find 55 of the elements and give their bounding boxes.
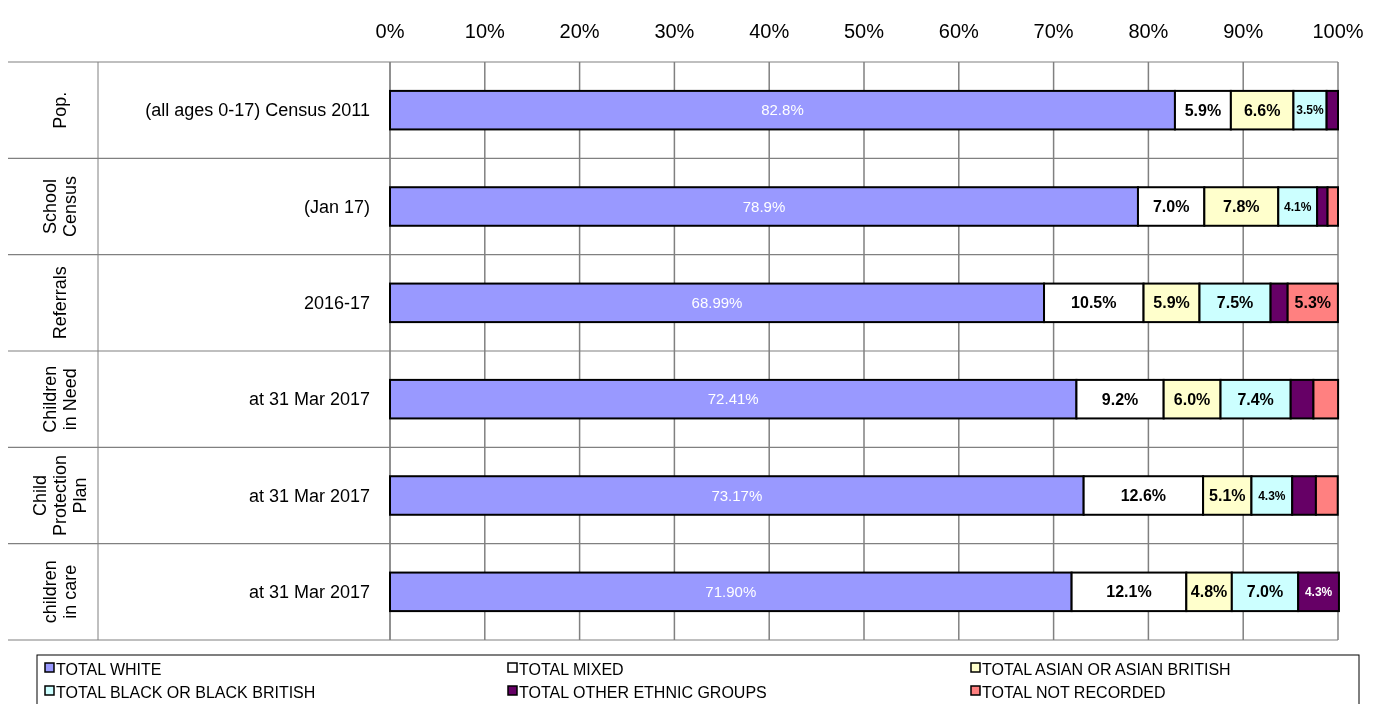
data-label: 7.0% <box>1152 198 1190 216</box>
data-label: 4.8% <box>1190 583 1228 601</box>
text: Children in Need <box>40 365 80 433</box>
text: children in care <box>40 560 80 624</box>
x-tick-label: 80% <box>1128 20 1169 42</box>
x-tick-label: 100% <box>1312 20 1364 42</box>
x-tick-label: 20% <box>559 20 600 42</box>
y-tick-label: at 31 Mar 2017 <box>248 582 370 603</box>
x-tick-label: 40% <box>749 20 790 42</box>
data-label: 7.8% <box>1223 198 1260 216</box>
x-tick-label: 70% <box>1033 20 1074 42</box>
data-label: 4.3% <box>1304 585 1333 600</box>
data-label: 6.0% <box>1173 390 1211 408</box>
data-label: 5.9% <box>1184 101 1222 119</box>
text: Referrals <box>50 266 70 340</box>
text: Pop. <box>50 91 70 129</box>
data-label: 9.2% <box>1101 390 1139 408</box>
y-tick-label: at 31 Mar 2017 <box>248 389 370 410</box>
legend-label: TOTAL MIXED <box>519 660 624 678</box>
data-label: 68.99% <box>691 294 743 312</box>
y-tick-label: 2016-17 <box>303 293 370 314</box>
data-label: 4.1% <box>1284 199 1312 214</box>
x-tick-label: 60% <box>938 20 980 42</box>
text: Child Protection Plan <box>30 454 90 537</box>
legend-label: TOTAL OTHER ETHNIC GROUPS <box>519 683 767 701</box>
x-tick-label: 90% <box>1223 20 1264 42</box>
y-tick-label: (Jan 17) <box>303 196 370 217</box>
legend-label: TOTAL ASIAN OR ASIAN BRITISH <box>982 660 1231 678</box>
data-label: 71.90% <box>705 583 757 601</box>
data-label: 5.3% <box>1294 294 1332 312</box>
data-label: 78.9% <box>742 197 786 215</box>
y-tick-label: (all ages 0-17) Census 2011 <box>145 100 370 121</box>
data-label: 4.3% <box>1258 488 1286 503</box>
data-label: 82.8% <box>761 101 804 119</box>
data-label: 5.1% <box>1209 487 1246 505</box>
data-label: 12.1% <box>1106 583 1152 601</box>
text: School Census <box>40 175 80 238</box>
legend-label: TOTAL NOT RECORDED <box>982 683 1166 701</box>
x-tick-label: 30% <box>654 20 695 42</box>
data-label: 10.5% <box>1071 294 1117 312</box>
data-label: 5.9% <box>1153 294 1190 312</box>
data-label: 7.0% <box>1246 583 1284 601</box>
y-tick-label: at 31 Mar 2017 <box>248 485 370 506</box>
legend-label: TOTAL BLACK OR BLACK BRITISH <box>56 683 316 701</box>
x-tick-label: 0% <box>375 20 405 42</box>
x-tick-label: 10% <box>464 20 506 42</box>
legend-label: TOTAL WHITE <box>56 660 162 678</box>
x-tick-label: 50% <box>843 20 885 42</box>
data-label: 6.6% <box>1243 101 1281 119</box>
data-label: 7.5% <box>1216 294 1254 312</box>
data-label: 12.6% <box>1120 487 1167 505</box>
data-label: 3.5% <box>1296 103 1325 118</box>
data-label: 7.4% <box>1237 390 1274 408</box>
data-label: 72.41% <box>707 390 759 408</box>
data-label: 73.17% <box>711 486 763 504</box>
